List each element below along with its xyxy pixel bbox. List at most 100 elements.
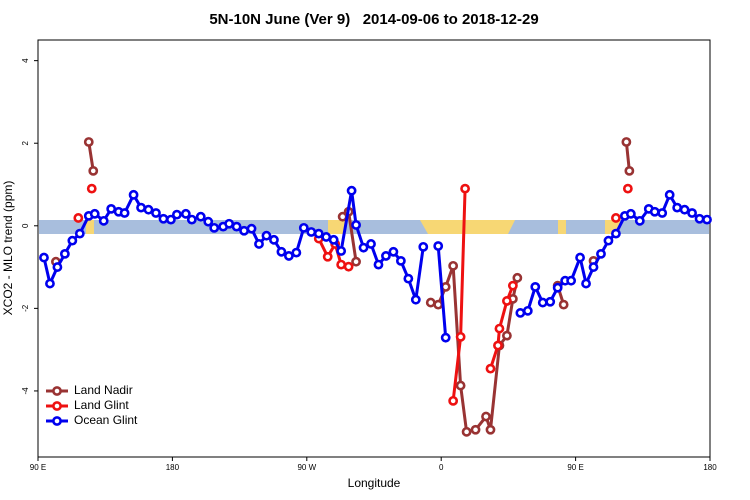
x-tick-label: 90 E xyxy=(30,463,46,472)
point xyxy=(522,305,533,316)
point xyxy=(702,214,712,225)
point xyxy=(231,221,242,232)
point xyxy=(621,137,632,147)
point xyxy=(507,280,518,291)
point xyxy=(346,185,357,196)
point xyxy=(83,137,94,147)
x-tick-label: 180 xyxy=(703,463,717,472)
legend-marker xyxy=(52,386,62,396)
y-tick-label: 0 xyxy=(21,223,30,228)
point xyxy=(433,241,444,251)
point xyxy=(269,234,279,245)
y-tick-label: 2 xyxy=(21,140,30,145)
point xyxy=(239,225,249,236)
point xyxy=(485,424,496,435)
point xyxy=(88,165,99,176)
point xyxy=(448,260,459,271)
point xyxy=(418,241,429,252)
chart-title: 5N-10N June (Ver 9) 2014-09-06 to 2018-1… xyxy=(209,11,538,28)
point xyxy=(410,294,421,305)
point xyxy=(460,183,470,194)
point xyxy=(611,228,621,239)
x-tick-label: 0 xyxy=(439,463,444,472)
point xyxy=(373,259,384,270)
point xyxy=(186,214,197,225)
point xyxy=(67,235,78,246)
series-line xyxy=(436,245,448,338)
point xyxy=(634,215,645,226)
point xyxy=(45,278,55,289)
point xyxy=(622,183,633,194)
point xyxy=(588,262,599,272)
point xyxy=(74,228,85,239)
point xyxy=(649,206,660,217)
point xyxy=(322,251,333,262)
point xyxy=(545,296,556,307)
point xyxy=(336,259,347,270)
point xyxy=(171,209,182,220)
point xyxy=(343,261,354,272)
point xyxy=(158,213,169,224)
point xyxy=(351,256,361,267)
point xyxy=(98,215,109,226)
legend-marker xyxy=(52,416,62,426)
point xyxy=(470,424,481,435)
point xyxy=(180,208,191,219)
point xyxy=(455,331,466,342)
point xyxy=(328,234,339,245)
point xyxy=(351,220,361,230)
point xyxy=(664,189,675,200)
point xyxy=(106,203,117,214)
point xyxy=(254,239,264,249)
point xyxy=(73,213,84,223)
plot-frame xyxy=(37,39,711,458)
point xyxy=(672,202,683,213)
point xyxy=(455,380,466,391)
point xyxy=(440,332,451,343)
point xyxy=(336,246,347,256)
land-band xyxy=(558,220,566,234)
point xyxy=(494,323,505,334)
map-band xyxy=(39,220,709,234)
land-band xyxy=(420,220,515,234)
point xyxy=(581,278,591,289)
point xyxy=(261,230,272,241)
land-band xyxy=(328,220,346,234)
point xyxy=(485,363,496,374)
point xyxy=(136,202,146,213)
point xyxy=(603,235,614,246)
x-tick-label: 90 E xyxy=(567,463,583,472)
point xyxy=(224,218,235,229)
point xyxy=(461,426,472,437)
point xyxy=(433,299,444,310)
x-axis-label: Longitude xyxy=(348,476,401,490)
point xyxy=(694,213,705,224)
point xyxy=(276,246,287,257)
point xyxy=(537,297,548,308)
point xyxy=(625,208,636,219)
point xyxy=(493,340,503,351)
legend-marker xyxy=(52,401,62,411)
point xyxy=(195,211,206,222)
point xyxy=(448,395,459,406)
point xyxy=(575,252,585,263)
point xyxy=(86,183,97,194)
point xyxy=(59,248,70,259)
point xyxy=(306,227,317,237)
y-axis-label: XCO2 - MLO trend (ppm) xyxy=(1,181,15,316)
point xyxy=(395,255,406,266)
point xyxy=(321,232,332,242)
y-tick-label: 4 xyxy=(21,58,30,63)
series xyxy=(39,185,712,343)
point xyxy=(558,299,569,310)
point xyxy=(298,222,309,233)
land-band xyxy=(86,220,94,234)
point xyxy=(366,239,376,249)
y-tick-label: -2 xyxy=(21,304,30,312)
point xyxy=(624,165,635,176)
legend-label: Land Nadir xyxy=(74,383,133,397)
point xyxy=(128,189,139,200)
point xyxy=(388,246,399,257)
